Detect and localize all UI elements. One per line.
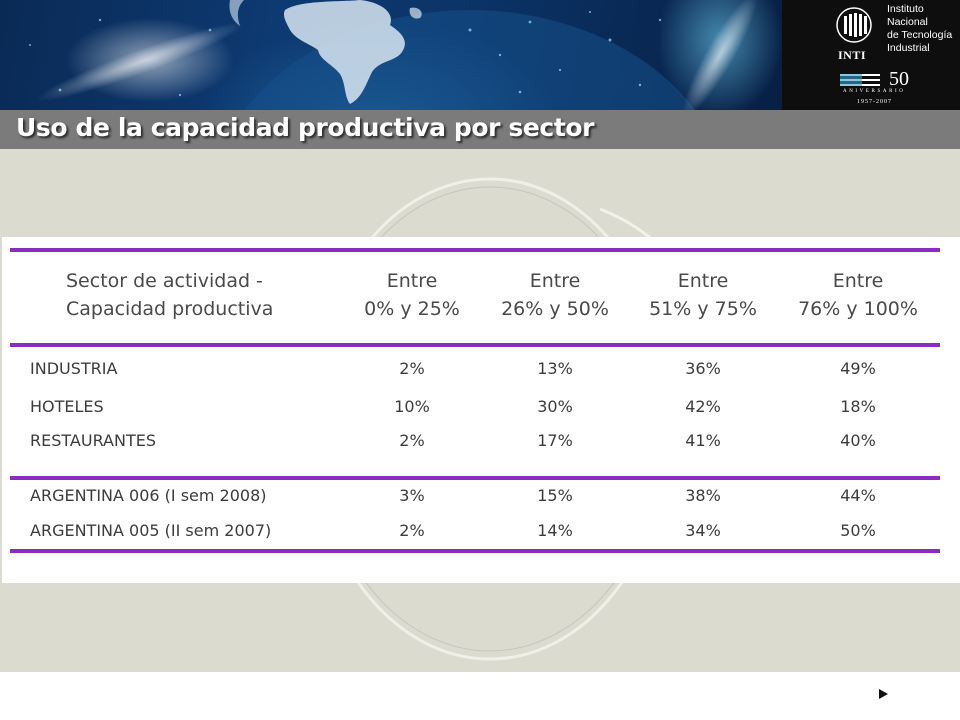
- anniversary-number: 50: [889, 68, 909, 90]
- table-cell: 30%: [537, 397, 573, 416]
- table-cell: 15%: [537, 486, 573, 505]
- col-2-line-1: Entre: [529, 270, 581, 292]
- table-cell: 13%: [537, 359, 573, 378]
- capacity-table: [2, 237, 960, 583]
- inti-logo-icon: [836, 7, 880, 86]
- header-sector-line-1: Sector de actividad -: [66, 270, 263, 292]
- row-label: ARGENTINA 006 (I sem 2008): [30, 486, 267, 505]
- table-cell: 2%: [399, 431, 425, 450]
- col-3-line-1: Entre: [677, 270, 729, 292]
- col-1-line-2: 0% y 25%: [364, 298, 460, 320]
- table-cell: 36%: [685, 359, 721, 378]
- table-cell: 2%: [399, 521, 425, 540]
- row-label: ARGENTINA 005 (II sem 2007): [30, 521, 272, 540]
- col-1-line-1: Entre: [386, 270, 438, 292]
- table-cell: 18%: [840, 397, 876, 416]
- col-4-line-1: Entre: [832, 270, 884, 292]
- anniversary-years: 1957-2007: [857, 99, 892, 105]
- globe-illustration: [29, 0, 758, 110]
- inti-wordmark: INTI: [838, 48, 867, 62]
- row-label: INDUSTRIA: [30, 359, 118, 378]
- table-cell: 49%: [840, 359, 876, 378]
- table-group-rule: [10, 476, 940, 480]
- row-label: HOTELES: [30, 397, 104, 416]
- table-cell: 44%: [840, 486, 876, 505]
- institute-name: Instituto Nacional de Tecnología Industr…: [887, 3, 952, 55]
- table-cell: 34%: [685, 521, 721, 540]
- table-header-col-1: Entre 0% y 25%: [352, 267, 472, 323]
- col-3-line-2: 51% y 75%: [649, 298, 757, 320]
- table-cell: 50%: [840, 521, 876, 540]
- header-sector-line-2: Capacidad productiva: [66, 298, 274, 320]
- table-cell: 2%: [399, 359, 425, 378]
- table-header-rule: [10, 343, 940, 347]
- slide-title: Uso de la capacidad productiva por secto…: [16, 113, 595, 142]
- table-cell: 41%: [685, 431, 721, 450]
- table-cell: 10%: [394, 397, 430, 416]
- institute-line-4: Industrial: [887, 42, 930, 54]
- row-label: RESTAURANTES: [30, 431, 156, 450]
- anniversary-label: ANIVERSARIO: [843, 89, 906, 94]
- table-cell: 38%: [685, 486, 721, 505]
- table-cell: 42%: [685, 397, 721, 416]
- col-4-line-2: 76% y 100%: [798, 298, 918, 320]
- play-arrow-icon[interactable]: [879, 689, 888, 699]
- table-bottom-rule: [10, 549, 940, 553]
- institute-line-1: Instituto: [887, 3, 924, 15]
- header-banner-image: [0, 0, 782, 110]
- inti-logo-panel: [782, 0, 960, 110]
- table-cell: 3%: [399, 486, 425, 505]
- table-cell: 40%: [840, 431, 876, 450]
- table-cell: 14%: [537, 521, 573, 540]
- table-header-col-4: Entre 76% y 100%: [788, 267, 928, 323]
- table-header-col-3: Entre 51% y 75%: [638, 267, 768, 323]
- table-header-col-2: Entre 26% y 50%: [490, 267, 620, 323]
- title-bar: [0, 110, 960, 149]
- table-header-sector: Sector de actividad - Capacidad producti…: [66, 267, 273, 323]
- institute-line-3: de Tecnología: [887, 29, 953, 41]
- institute-line-2: Nacional: [887, 16, 928, 28]
- col-2-line-2: 26% y 50%: [501, 298, 609, 320]
- table-top-rule: [10, 248, 940, 252]
- table-cell: 17%: [537, 431, 573, 450]
